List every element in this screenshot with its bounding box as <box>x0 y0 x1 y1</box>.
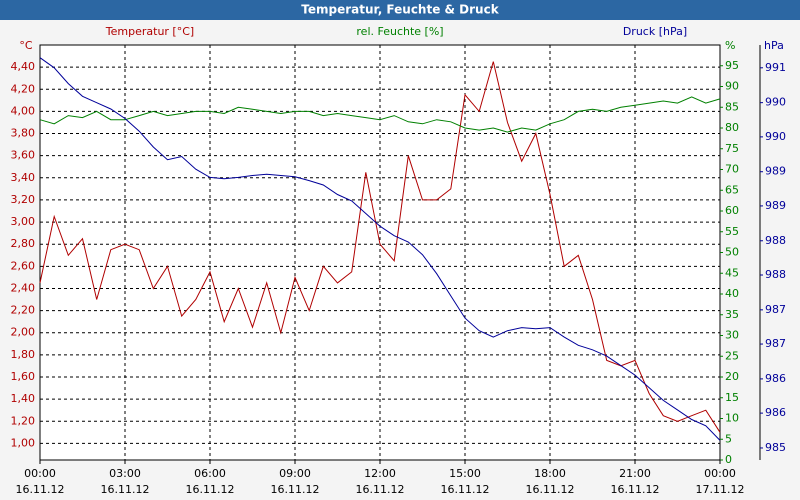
y-tick-label: 1,60 <box>11 370 36 383</box>
y2-axis-unit: % <box>725 39 735 52</box>
y2-tick-label: 35 <box>725 308 739 321</box>
y-tick-label: 4,00 <box>11 104 36 117</box>
y-tick-label: 3,40 <box>11 171 36 184</box>
y2-tick-label: 85 <box>725 100 739 113</box>
series-line <box>39 57 721 441</box>
x-tick-label: 12:00 <box>364 467 396 480</box>
y-tick-label: 3,60 <box>11 149 36 162</box>
y2-tick-label: 60 <box>725 204 739 217</box>
y-tick-label: 3,20 <box>11 193 36 206</box>
y2-tick-label: 75 <box>725 142 739 155</box>
y-tick-label: 1,80 <box>11 348 36 361</box>
y-tick-label: 2,20 <box>11 304 36 317</box>
x-tick-date: 17.11.12 <box>696 483 745 496</box>
y2-tick-label: 95 <box>725 59 739 72</box>
y2-tick-label: 40 <box>725 287 739 300</box>
y-tick-label: 2,00 <box>11 326 36 339</box>
y2-tick-label: 90 <box>725 80 739 93</box>
chart-title: Temperatur, Feuchte & Druck <box>301 3 499 17</box>
x-tick-date: 16.11.12 <box>101 483 150 496</box>
x-tick-label: 21:00 <box>619 467 651 480</box>
y2-tick-label: 70 <box>725 163 739 176</box>
y2-tick-label: 20 <box>725 370 739 383</box>
x-tick-label: 06:00 <box>194 467 226 480</box>
y2-tick-label: 15 <box>725 391 739 404</box>
y2-tick-label: 5 <box>725 432 732 445</box>
legend-label: Temperatur [°C] <box>105 25 194 38</box>
y2-tick-label: 25 <box>725 349 739 362</box>
x-tick-label: 00:00 <box>24 467 56 480</box>
x-tick-label: 15:00 <box>449 467 481 480</box>
x-tick-date: 16.11.12 <box>611 483 660 496</box>
y-tick-label: 1,20 <box>11 414 36 427</box>
y3-tick-label: 990 <box>765 130 786 143</box>
y-tick-label: 2,60 <box>11 259 36 272</box>
y2-tick-label: 10 <box>725 412 739 425</box>
series-line <box>39 96 721 133</box>
y-tick-label: 2,40 <box>11 281 36 294</box>
x-tick-label: 03:00 <box>109 467 141 480</box>
y3-axis-unit: hPa <box>764 39 784 52</box>
legend-label: Druck [hPa] <box>623 25 687 38</box>
y-tick-label: 2,80 <box>11 237 36 250</box>
x-tick-date: 16.11.12 <box>526 483 575 496</box>
y3-tick-label: 989 <box>765 199 786 212</box>
y-tick-label: 1,40 <box>11 392 36 405</box>
x-tick-date: 16.11.12 <box>186 483 235 496</box>
y3-tick-label: 989 <box>765 165 786 178</box>
plot-area <box>39 44 721 461</box>
y2-tick-label: 0 <box>725 453 732 466</box>
y2-tick-label: 80 <box>725 121 739 134</box>
y3-tick-label: 985 <box>765 441 786 454</box>
y2-tick-label: 65 <box>725 183 739 196</box>
title-bar <box>0 0 800 20</box>
y-tick-label: 4,40 <box>11 60 36 73</box>
y3-tick-label: 987 <box>765 303 786 316</box>
y3-tick-label: 986 <box>765 372 786 385</box>
y2-tick-label: 45 <box>725 266 739 279</box>
legend-label: rel. Feuchte [%] <box>356 25 443 38</box>
y2-tick-label: 50 <box>725 246 739 259</box>
x-tick-label: 09:00 <box>279 467 311 480</box>
y-tick-label: 4,20 <box>11 82 36 95</box>
y-tick-label: 3,80 <box>11 127 36 140</box>
y2-tick-label: 55 <box>725 225 739 238</box>
x-tick-date: 16.11.12 <box>16 483 65 496</box>
y3-tick-label: 991 <box>765 61 786 74</box>
y-tick-label: 1,00 <box>11 436 36 449</box>
y2-tick-label: 30 <box>725 329 739 342</box>
x-tick-date: 16.11.12 <box>441 483 490 496</box>
y3-tick-label: 987 <box>765 337 786 350</box>
x-tick-date: 16.11.12 <box>271 483 320 496</box>
y-axis-unit: °C <box>19 39 33 52</box>
series-line <box>39 61 721 433</box>
x-tick-date: 16.11.12 <box>356 483 405 496</box>
y3-tick-label: 986 <box>765 406 786 419</box>
y-tick-label: 3,00 <box>11 215 36 228</box>
y3-tick-label: 988 <box>765 234 786 247</box>
y3-tick-label: 988 <box>765 268 786 281</box>
y3-tick-label: 990 <box>765 96 786 109</box>
x-tick-label: 00:00 <box>704 467 736 480</box>
x-tick-label: 18:00 <box>534 467 566 480</box>
